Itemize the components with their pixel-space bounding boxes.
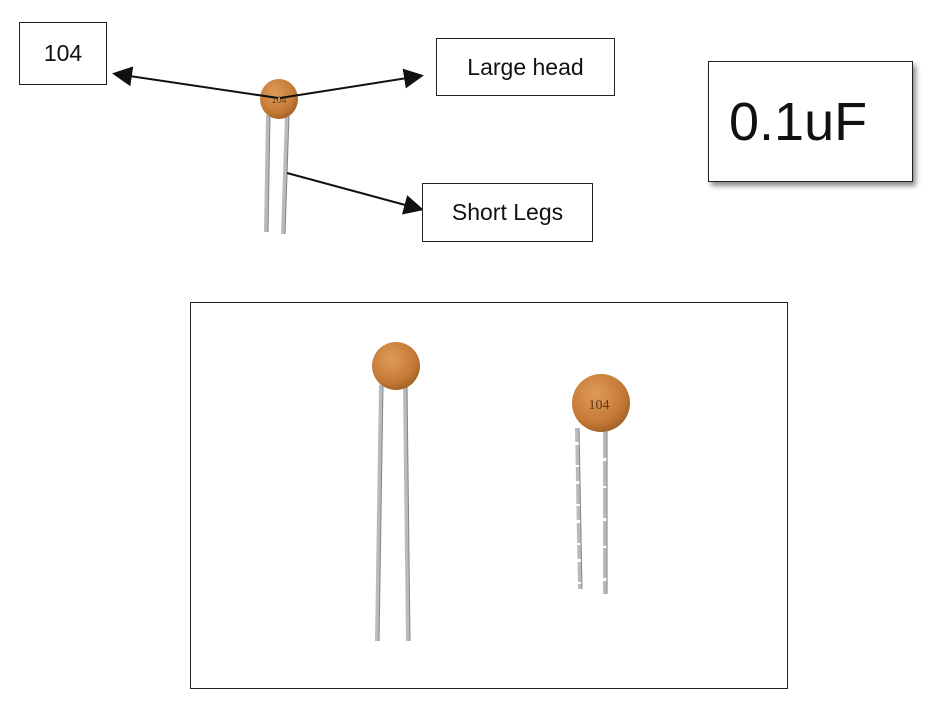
long-right-leg-shade	[406, 384, 411, 642]
right-leg-shade	[284, 114, 290, 235]
annotation-arrows	[112, 66, 424, 215]
code-label-box: 104	[19, 22, 107, 85]
left-leg-shade	[267, 114, 271, 233]
top-capacitor-body: 104	[260, 79, 298, 119]
long-right-leg	[403, 384, 410, 642]
short-leg-capacitor-marking: 104	[589, 398, 610, 413]
left-leg	[264, 114, 270, 233]
top-capacitor-diagram: 104	[112, 66, 424, 235]
capacitance-value: 0.1uF	[729, 91, 868, 152]
arrow-to-short-legs	[286, 172, 424, 215]
short-legs-label-box: Short Legs	[422, 183, 593, 242]
long-leg-capacitor-head	[372, 342, 420, 390]
large-head-label-box: Large head	[436, 38, 615, 96]
capacitance-value-box: 0.1uF	[708, 61, 913, 182]
short-leg-capacitor: 104	[572, 374, 630, 594]
capacitor-marking: 104	[271, 95, 286, 105]
short-leg-capacitor-head	[572, 374, 630, 432]
arrow-to-large-head	[279, 68, 424, 99]
short-left-leg-shade	[578, 427, 583, 590]
comparison-photo: 104	[190, 302, 788, 689]
long-left-leg-shade	[378, 384, 384, 642]
top-capacitor-legs	[264, 114, 290, 235]
short-legs-label: Short Legs	[451, 199, 564, 225]
capacitor-head	[260, 79, 298, 119]
arrow-to-code	[112, 66, 279, 99]
large-head-label: Large head	[467, 53, 584, 80]
code-label: 104	[43, 40, 83, 66]
comparison-photo-drawing: 104	[372, 342, 630, 642]
right-leg	[281, 114, 289, 235]
long-left-leg	[375, 384, 383, 642]
long-leg-capacitor	[372, 342, 420, 642]
short-left-leg	[575, 427, 582, 590]
